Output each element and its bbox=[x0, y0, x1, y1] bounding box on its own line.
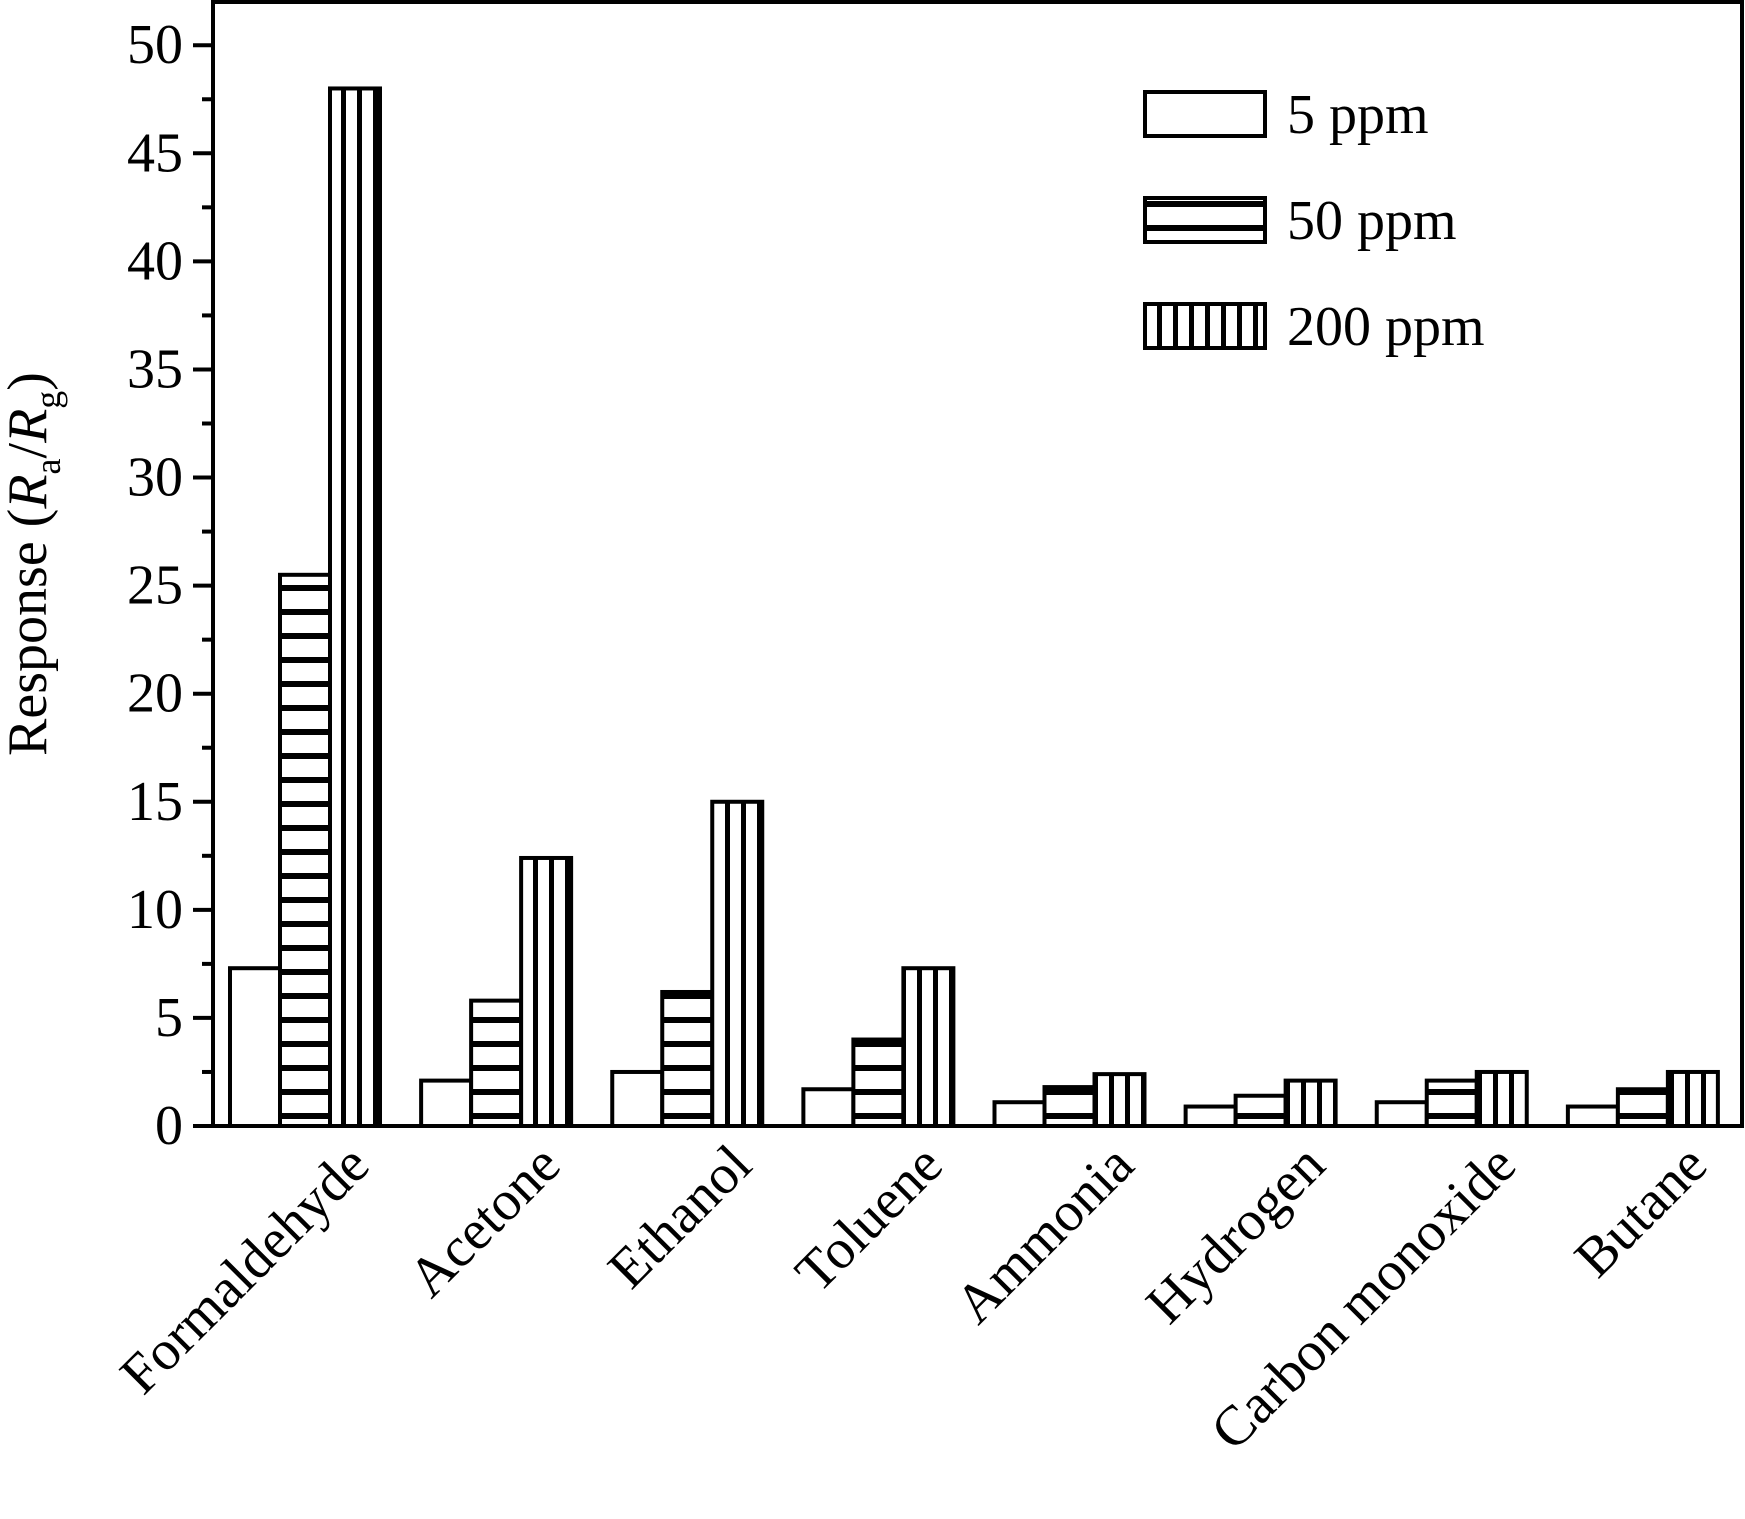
y-tick-label: 20 bbox=[127, 663, 183, 725]
x-tick-label: Toluene bbox=[784, 1133, 955, 1304]
x-tick-label: Butane bbox=[1563, 1133, 1719, 1289]
bar-formaldehyde-200-ppm bbox=[328, 86, 382, 1128]
bar-acetone-50-ppm bbox=[469, 998, 524, 1129]
bar-carbon-monoxide-200-ppm bbox=[1474, 1069, 1529, 1129]
legend-swatch bbox=[1143, 196, 1267, 244]
bar-hydrogen-5-ppm bbox=[1183, 1104, 1238, 1128]
bar-acetone-5-ppm bbox=[419, 1078, 474, 1128]
bar-toluene-5-ppm bbox=[801, 1087, 856, 1129]
bar-formaldehyde-5-ppm bbox=[228, 966, 282, 1129]
y-axis-label: Response (Ra/Rg) bbox=[0, 372, 68, 756]
bar-hydrogen-200-ppm bbox=[1283, 1078, 1338, 1128]
y-tick-label: 35 bbox=[127, 338, 183, 400]
legend-swatch bbox=[1143, 90, 1267, 138]
plot-frame bbox=[211, 0, 1744, 1128]
x-tick-label: Formaldehyde bbox=[109, 1133, 382, 1406]
bar-butane-5-ppm bbox=[1565, 1104, 1620, 1128]
legend-label: 5 ppm bbox=[1287, 84, 1429, 146]
y-axis: 0 5 10 15 20 25 30 35 40 45 50 bbox=[127, 14, 213, 1157]
y-axis-label-slash: / bbox=[0, 442, 59, 458]
bar-butane-200-ppm bbox=[1665, 1069, 1720, 1129]
y-axis-label-prefix: Response ( bbox=[0, 509, 59, 756]
y-tick-label: 50 bbox=[127, 14, 183, 76]
y-tick-label: 30 bbox=[127, 447, 183, 509]
bar-carbon-monoxide-50-ppm bbox=[1424, 1078, 1479, 1128]
y-tick-label: 40 bbox=[127, 230, 183, 292]
y-tick-label: 5 bbox=[155, 987, 183, 1049]
bar-ammonia-200-ppm bbox=[1092, 1072, 1147, 1128]
y-tick-label: 0 bbox=[155, 1095, 183, 1157]
bar-acetone-200-ppm bbox=[519, 855, 574, 1128]
y-tick-label: 25 bbox=[127, 555, 183, 617]
x-tick-label: Ethanol bbox=[596, 1133, 763, 1300]
y-axis-label-r1: R bbox=[0, 474, 59, 509]
legend: 5 ppm 50 ppm 200 ppm bbox=[1143, 84, 1485, 358]
y-tick-label: 15 bbox=[127, 771, 183, 833]
y-tick-label: 10 bbox=[127, 879, 183, 941]
bar-ethanol-5-ppm bbox=[610, 1069, 665, 1129]
bar-formaldehyde-50-ppm bbox=[278, 572, 332, 1128]
bars bbox=[228, 86, 1720, 1129]
legend-label: 200 ppm bbox=[1287, 296, 1485, 358]
x-tick-label: Hydrogen bbox=[1135, 1133, 1337, 1335]
bar-carbon-monoxide-5-ppm bbox=[1374, 1100, 1429, 1128]
bar-butane-50-ppm bbox=[1615, 1087, 1670, 1129]
y-axis-label-sub-g: g bbox=[28, 391, 68, 409]
bar-toluene-200-ppm bbox=[901, 966, 956, 1129]
bar-ethanol-50-ppm bbox=[660, 989, 715, 1128]
plot-area bbox=[211, 0, 1744, 1128]
y-axis-label-r2: R bbox=[0, 409, 59, 444]
y-tick-label: 45 bbox=[127, 122, 183, 184]
bar-ethanol-200-ppm bbox=[710, 799, 765, 1128]
legend-swatch bbox=[1143, 302, 1267, 350]
x-tick-label: Ammonia bbox=[943, 1133, 1145, 1335]
bar-ammonia-50-ppm bbox=[1042, 1085, 1097, 1128]
bar-toluene-50-ppm bbox=[851, 1037, 906, 1128]
y-axis-label-suffix: ) bbox=[0, 372, 59, 391]
bar-hydrogen-50-ppm bbox=[1233, 1093, 1288, 1128]
x-tick-label: Acetone bbox=[397, 1133, 573, 1309]
x-axis-labels: Formaldehyde Acetone Ethanol TolueneAmmonia… bbox=[109, 1133, 1719, 1462]
legend-label: 50 ppm bbox=[1287, 190, 1457, 252]
bar-ammonia-5-ppm bbox=[992, 1100, 1047, 1128]
y-axis-label-sub-a: a bbox=[28, 458, 68, 474]
